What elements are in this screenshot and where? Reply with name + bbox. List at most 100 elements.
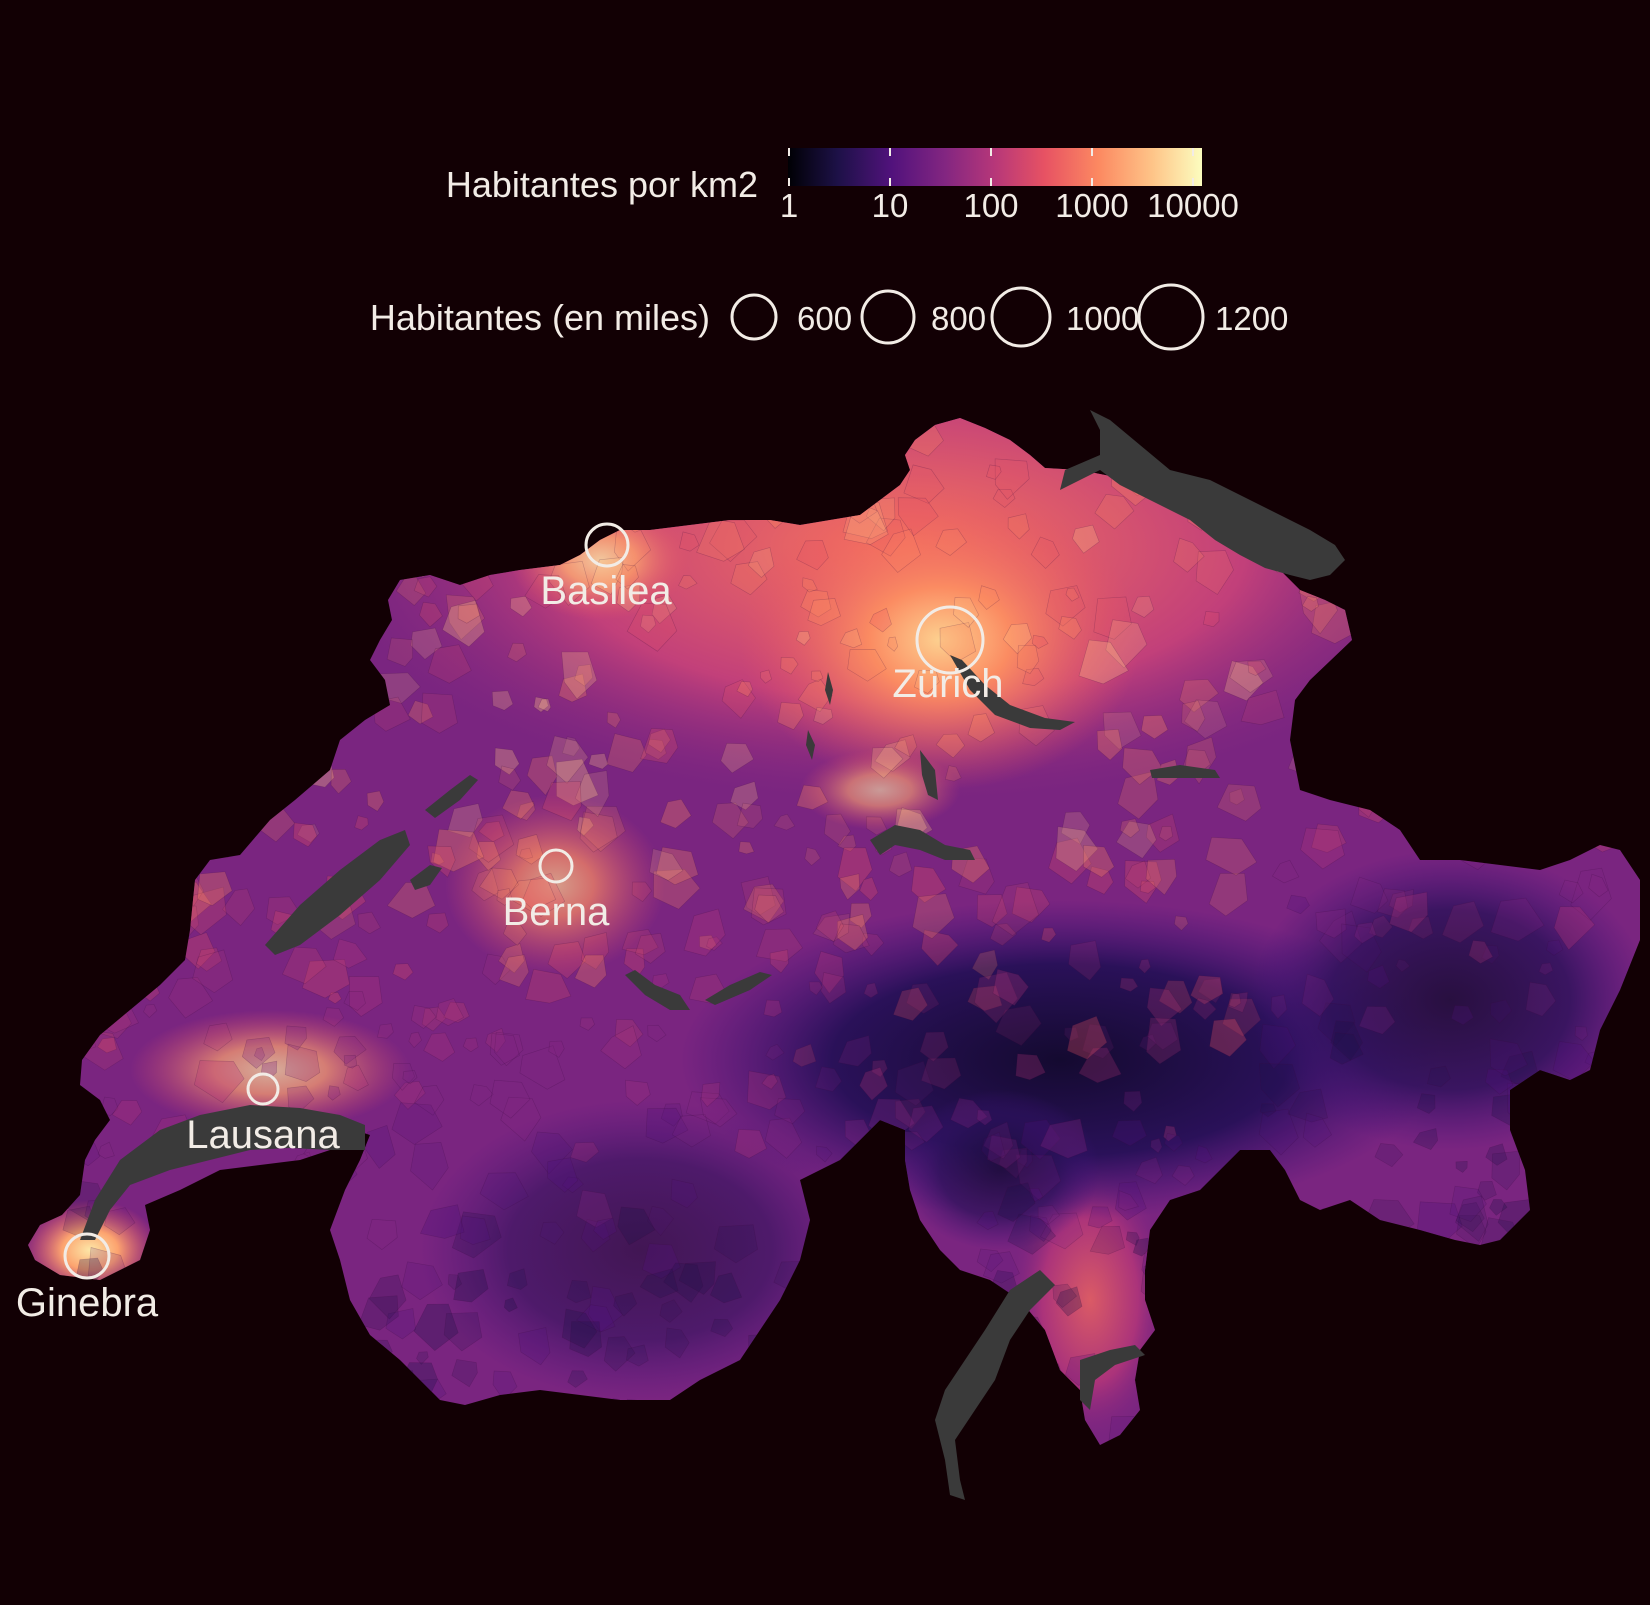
municipality-cell: [647, 1024, 667, 1042]
municipality-cell: [1259, 1103, 1277, 1118]
municipality-cell: [546, 735, 589, 784]
city-label-basilea: Basilea: [540, 569, 672, 613]
municipality-cell: [1270, 994, 1288, 1020]
municipality-cell: [1140, 714, 1169, 740]
municipality-cell: [606, 711, 621, 729]
municipality-cell: [377, 1023, 394, 1039]
density-tick-10000: 10000: [1147, 187, 1239, 224]
municipality-cell: [1468, 940, 1494, 964]
municipality-cell: [423, 1032, 456, 1062]
municipality-cell: [1223, 660, 1264, 702]
municipality-cell: [75, 838, 110, 868]
municipality-cell: [600, 1025, 642, 1070]
municipality-cell: [106, 892, 139, 919]
municipality-cell: [1485, 1068, 1514, 1095]
size-label-1000: 1000: [1066, 300, 1139, 337]
municipality-cell: [156, 588, 185, 616]
municipality-cell: [1555, 1304, 1593, 1349]
municipality-cell: [958, 857, 995, 895]
municipality-cell: [1446, 1369, 1461, 1384]
municipality-cell: [1525, 1300, 1556, 1341]
municipality-cell: [631, 418, 669, 450]
municipality-cell: [421, 692, 458, 734]
municipality-cell: [826, 448, 873, 497]
municipality-cell: [706, 936, 723, 951]
lake-neuchatel: [265, 830, 410, 955]
municipality-cell: [655, 846, 699, 886]
municipality-cell: [815, 1066, 842, 1092]
municipality-cell: [38, 880, 86, 921]
city-circle-berna: [538, 848, 574, 884]
municipality-cell: [1490, 897, 1545, 942]
city-circle-basilea: [584, 522, 630, 568]
municipality-cell: [92, 1406, 127, 1439]
municipality-cell: [28, 542, 59, 589]
municipality-cell: [97, 505, 110, 520]
municipality-cell: [547, 941, 587, 979]
municipality-cell: [645, 1107, 689, 1144]
municipality-cell: [409, 547, 438, 579]
municipality-cell: [498, 503, 536, 539]
municipality-cell: [740, 876, 776, 916]
municipality-cell: [874, 1422, 917, 1445]
municipality-cell: [987, 1135, 1021, 1169]
municipality-cell: [1125, 860, 1152, 889]
density-color-bar: [788, 148, 1202, 186]
municipality-cell: [774, 1098, 806, 1125]
municipality-cell: [1319, 910, 1363, 964]
municipality-cell: [729, 781, 759, 811]
municipality-cell: [640, 728, 679, 764]
municipality-cell: [1173, 1200, 1217, 1241]
municipality-cell: [700, 1082, 721, 1108]
municipality-cell: [626, 603, 678, 652]
municipality-cell: [223, 608, 271, 656]
switzerland-map: Basilea Zürich Berna Lausana Ginebra: [16, 410, 1640, 1500]
municipality-cell: [1300, 827, 1345, 870]
municipality-cell: [410, 627, 443, 660]
municipality-cell: [777, 701, 804, 731]
municipality-cell: [192, 949, 234, 994]
municipality-cell: [933, 1343, 960, 1364]
municipality-cell: [1368, 915, 1393, 939]
municipality-cell: [699, 934, 718, 951]
municipality-cell: [659, 1299, 683, 1323]
municipality-cell: [625, 1079, 651, 1106]
municipality-cell: [479, 1172, 529, 1211]
municipality-cell: [1195, 550, 1234, 595]
municipality-cell: [1007, 513, 1030, 540]
municipality-cell: [908, 1105, 944, 1143]
municipality-cell: [1445, 1351, 1467, 1372]
municipality-cell: [1287, 1088, 1328, 1123]
municipality-cell: [1485, 1143, 1508, 1166]
municipality-cell: [117, 1322, 160, 1364]
municipality-cell: [52, 1408, 101, 1445]
municipality-cell: [165, 759, 186, 781]
municipality-cell: [209, 840, 227, 857]
municipality-cell: [151, 904, 169, 926]
municipality-cell: [1538, 962, 1554, 976]
municipality-cell: [1555, 621, 1573, 637]
municipality-cell: [485, 1027, 506, 1054]
municipality-cell: [193, 524, 234, 564]
municipality-cell: [60, 867, 87, 898]
municipality-cell: [769, 949, 789, 974]
municipality-cell: [579, 805, 626, 853]
density-tick-10: 10: [872, 187, 909, 224]
municipality-cell: [1049, 1363, 1061, 1376]
municipality-cell: [435, 998, 465, 1027]
municipality-cell: [1566, 487, 1600, 527]
municipality-cell: [736, 681, 753, 698]
municipality-cell: [1608, 747, 1638, 777]
municipality-cell: [407, 700, 434, 725]
municipality-cell: [1500, 1050, 1540, 1085]
municipality-cell: [911, 865, 947, 903]
municipality-cell: [1139, 880, 1156, 894]
municipality-cell: [1122, 747, 1163, 785]
municipality-cell: [1105, 619, 1148, 669]
municipality-cell: [1119, 818, 1140, 839]
municipality-cell: [1341, 923, 1382, 973]
municipality-cell: [743, 883, 785, 923]
municipality-cell: [430, 852, 445, 866]
lake-constance: [1060, 410, 1345, 580]
municipality-cell: [588, 753, 609, 770]
